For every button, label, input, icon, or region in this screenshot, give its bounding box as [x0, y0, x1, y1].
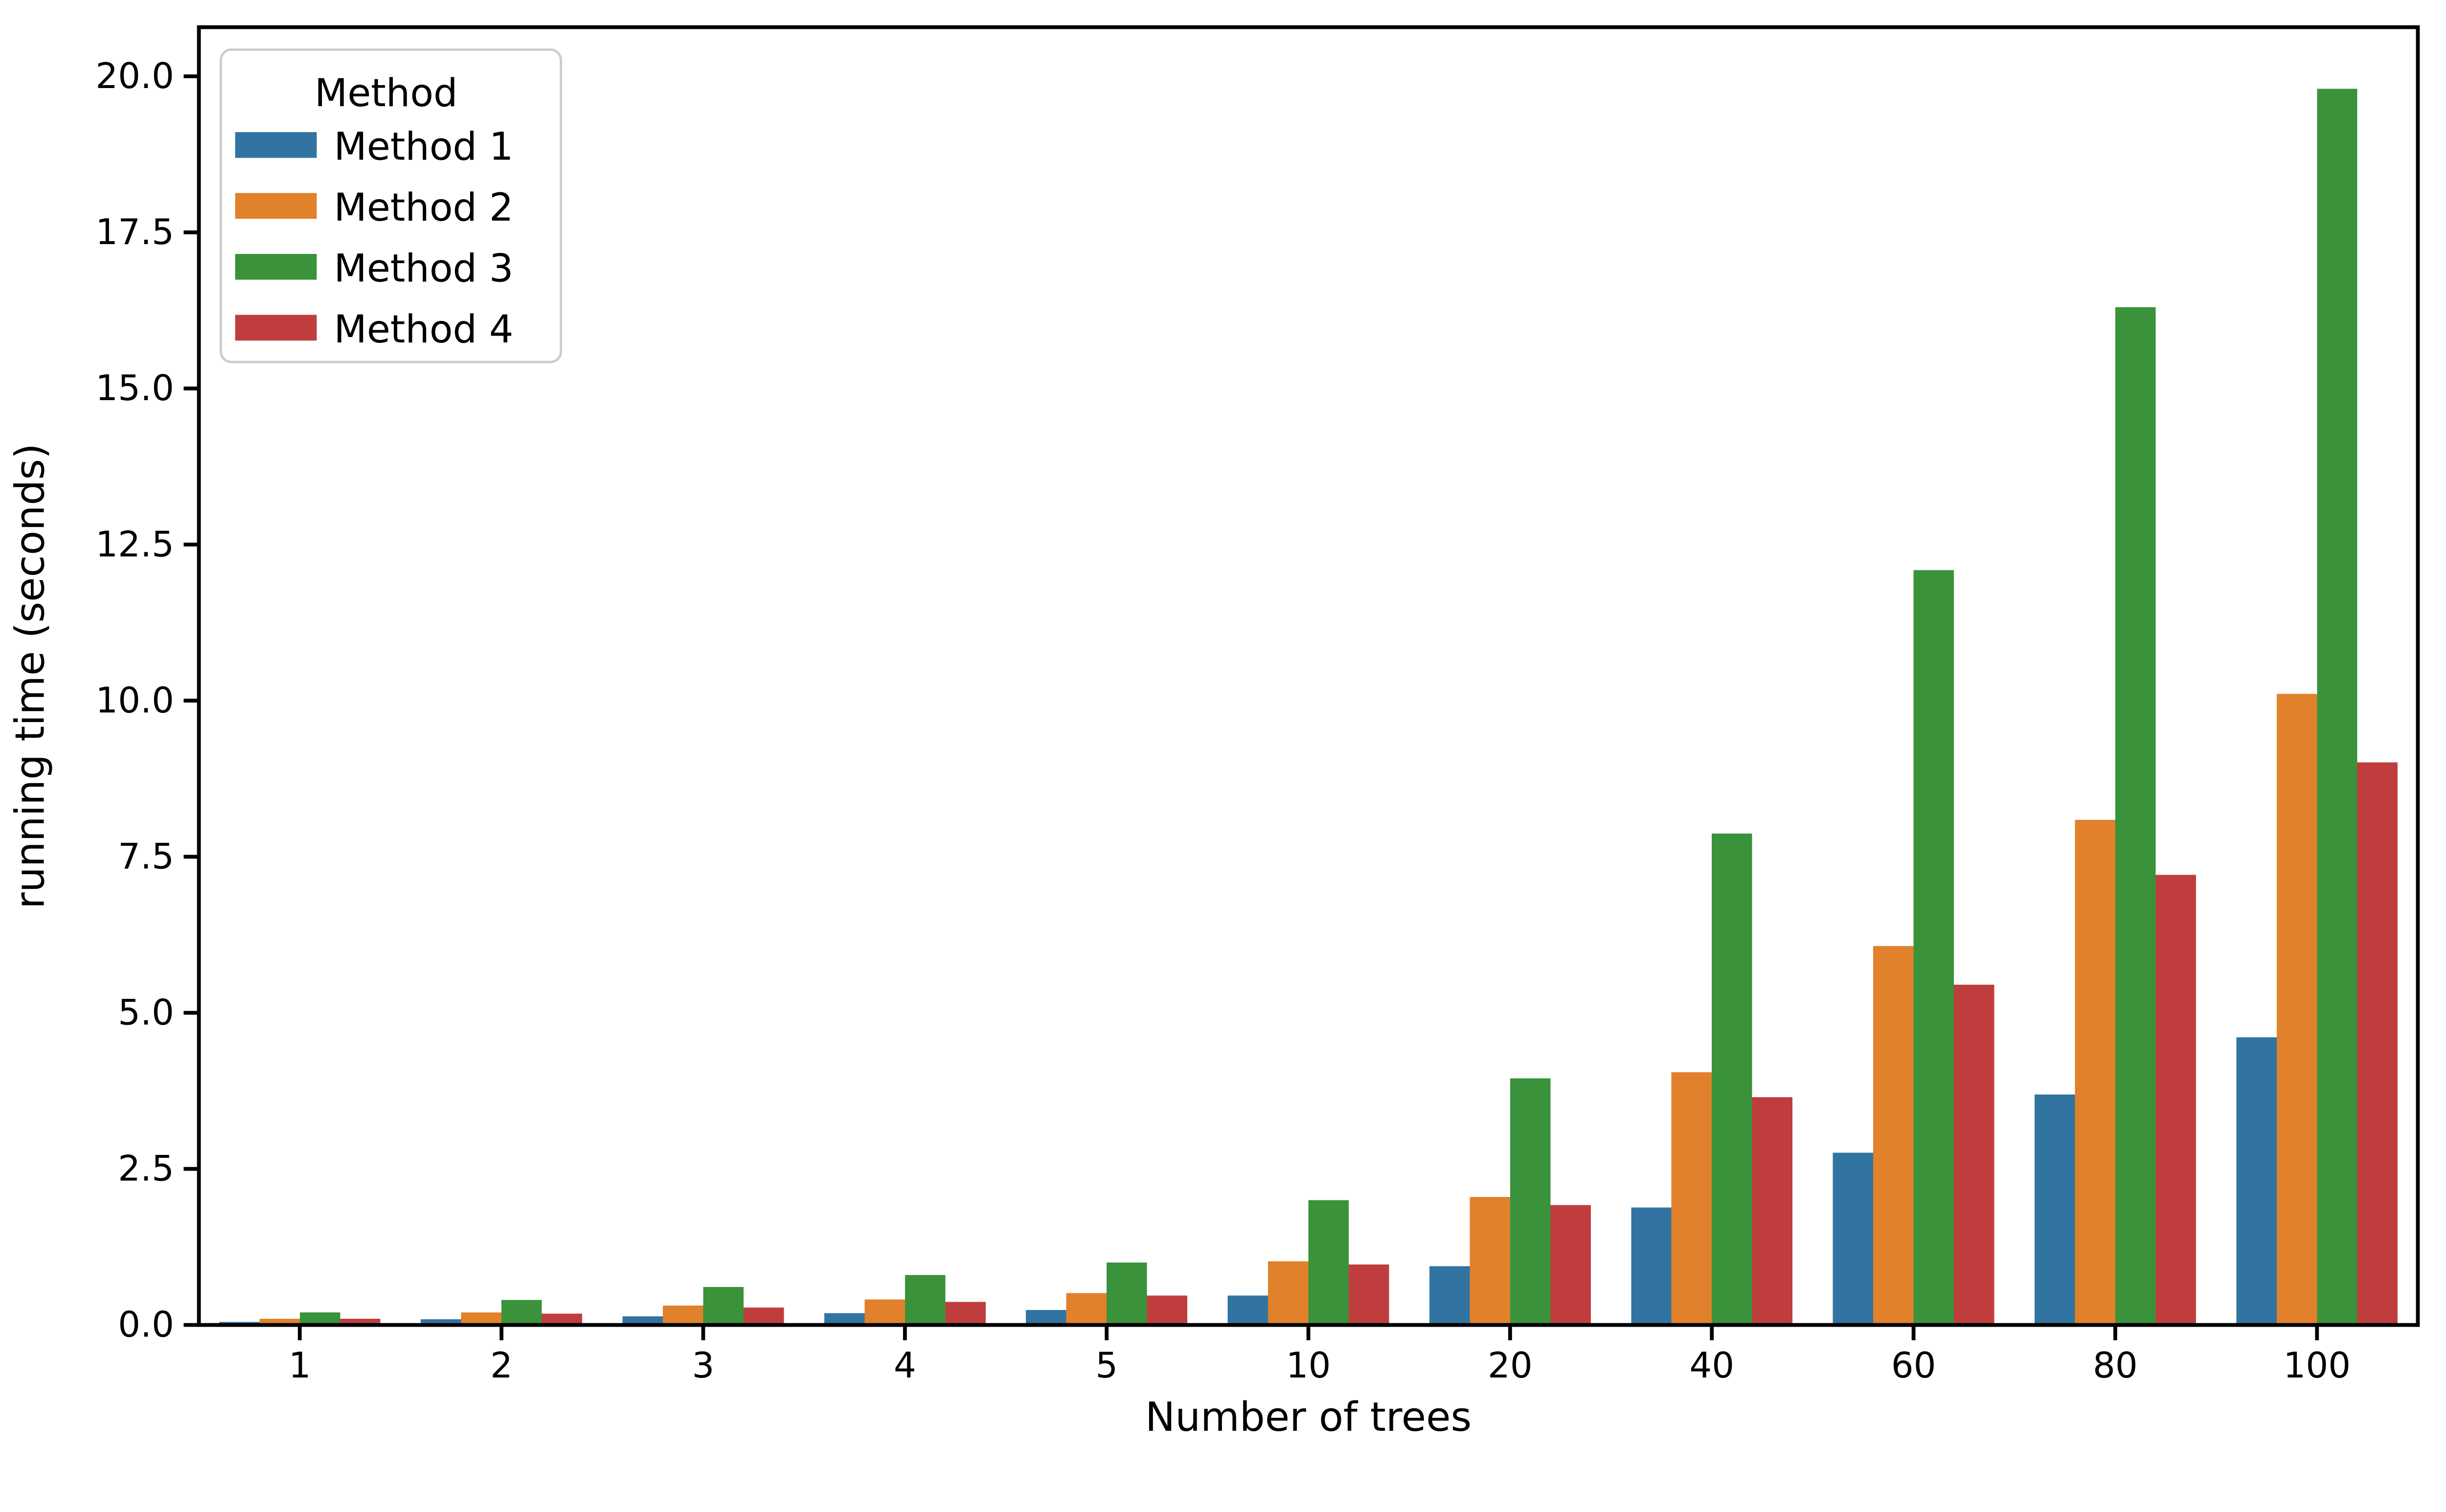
bar-method4-x4: [945, 1302, 986, 1325]
legend-swatch: [235, 132, 317, 158]
y-tick-label: 12.5: [95, 524, 174, 565]
bar-method1-x2: [421, 1319, 461, 1325]
bar-method2-x5: [1066, 1293, 1107, 1325]
x-tick-label: 100: [2283, 1345, 2351, 1386]
bar-method3-x60: [1913, 570, 1954, 1325]
bar-group-2: [421, 1300, 583, 1325]
x-tick-label: 80: [2093, 1345, 2138, 1386]
legend-swatch: [235, 315, 317, 341]
bar-method4-x2: [542, 1313, 583, 1325]
bar-method1-x3: [622, 1316, 663, 1325]
y-axis-ticks: 0.0 2.5 5.0 7.5 10.0 12.5 15.0 17.5 20.0: [95, 56, 199, 1346]
x-tick-label: 1: [289, 1345, 311, 1386]
bar-method3-x10: [1308, 1200, 1349, 1325]
x-axis-label: Number of trees: [1145, 1394, 1472, 1441]
x-axis-ticks: 1 2 3 4 5 10 20 40 60 80 100: [289, 1325, 2351, 1386]
bar-group-20: [1429, 1078, 1591, 1325]
legend-box: [220, 48, 563, 363]
x-tick-label: 10: [1286, 1345, 1331, 1386]
legend-item-method3: Method 3: [235, 247, 514, 291]
legend-items: Method 1 Method 2 Method 3 Method 4: [235, 125, 514, 352]
bar-method1-x10: [1227, 1295, 1268, 1325]
legend-item-method1: Method 1: [235, 125, 514, 169]
bar-method1-x40: [1631, 1207, 1672, 1325]
x-tick-label: 40: [1689, 1345, 1734, 1386]
y-axis-label: running time (seconds): [7, 443, 54, 909]
bar-group-3: [622, 1286, 784, 1325]
bar-method3-x20: [1510, 1078, 1551, 1325]
legend-item-method2: Method 2: [235, 186, 514, 230]
bar-method1-x100: [2236, 1037, 2277, 1325]
bar-method1-x5: [1026, 1310, 1066, 1325]
legend-swatch: [235, 193, 317, 219]
bar-method2-x3: [663, 1306, 703, 1325]
figure: 1 2 3 4 5 10 20 40 60 80 100 0.0 2.5 5.0 7.5 10.0 12.5 1…: [7, 25, 2420, 1441]
bar-method3-x2: [501, 1300, 542, 1325]
x-tick-label: 4: [894, 1345, 916, 1386]
bar-group-80: [2035, 307, 2196, 1325]
plot-frame: [197, 25, 2420, 1327]
bar-method3-x100: [2317, 89, 2357, 1325]
x-tick-label: 2: [490, 1345, 513, 1386]
legend-item-method4: Method 4: [235, 308, 514, 352]
legend-title: Method: [315, 71, 458, 115]
x-tick-label: 5: [1095, 1345, 1118, 1386]
bar-group-40: [1631, 834, 1793, 1325]
bar-method2-x40: [1671, 1072, 1712, 1325]
bar-chart: 1 2 3 4 5 10 20 40 60 80 100 0.0 2.5 5.0 7.5 10.0 12.5 1…: [7, 25, 2420, 1441]
legend-swatch: [235, 254, 317, 280]
bar-group-10: [1227, 1200, 1389, 1325]
legend-item-label: Method 1: [334, 125, 514, 169]
bar-method3-x1: [299, 1312, 340, 1325]
bar-method1-x80: [2035, 1094, 2075, 1325]
bar-method2-x2: [461, 1312, 502, 1325]
legend: Method Method 1 Method 2 Method 3 Method 4: [220, 48, 563, 363]
bar-groups: [219, 89, 2398, 1325]
bar-method4-x20: [1550, 1205, 1591, 1325]
bar-method1-x60: [1833, 1152, 1874, 1325]
bar-method3-x4: [905, 1275, 946, 1325]
bar-method1-x20: [1429, 1266, 1470, 1325]
bar-method4-x3: [743, 1307, 784, 1325]
bar-method2-x10: [1268, 1261, 1309, 1325]
x-tick-label: 3: [692, 1345, 715, 1386]
bar-method4-x100: [2357, 762, 2398, 1325]
bar-method2-x20: [1470, 1197, 1510, 1325]
bar-method4-x10: [1349, 1264, 1389, 1325]
bar-method3-x3: [703, 1286, 744, 1325]
bar-method1-x4: [824, 1313, 865, 1325]
y-tick-label: 0.0: [118, 1305, 174, 1346]
bar-method4-x5: [1147, 1295, 1188, 1325]
bar-method2-x60: [1873, 946, 1914, 1325]
bar-method4-x40: [1752, 1097, 1793, 1325]
bar-method3-x5: [1107, 1263, 1147, 1325]
y-tick-label: 20.0: [95, 56, 174, 97]
bar-method2-x80: [2075, 820, 2116, 1325]
y-tick-label: 17.5: [95, 212, 174, 253]
y-tick-label: 5.0: [118, 992, 174, 1033]
bar-group-4: [824, 1275, 986, 1325]
x-tick-label: 60: [1891, 1345, 1936, 1386]
legend-item-label: Method 3: [334, 247, 514, 291]
x-tick-label: 20: [1488, 1345, 1533, 1386]
bar-method4-x60: [1954, 985, 1994, 1325]
y-tick-label: 15.0: [95, 368, 174, 409]
y-tick-label: 7.5: [118, 836, 174, 877]
legend-item-label: Method 4: [334, 308, 514, 352]
bar-group-100: [2236, 89, 2398, 1325]
bar-method2-x4: [864, 1299, 905, 1325]
bar-method3-x80: [2115, 307, 2156, 1325]
bar-method3-x40: [1712, 834, 1752, 1325]
bar-method4-x80: [2155, 875, 2196, 1325]
bar-method2-x100: [2276, 694, 2317, 1325]
bar-group-60: [1833, 570, 1994, 1325]
y-tick-label: 10.0: [95, 680, 174, 721]
y-tick-label: 2.5: [118, 1149, 174, 1190]
legend-item-label: Method 2: [334, 186, 514, 230]
bar-group-5: [1026, 1263, 1188, 1325]
